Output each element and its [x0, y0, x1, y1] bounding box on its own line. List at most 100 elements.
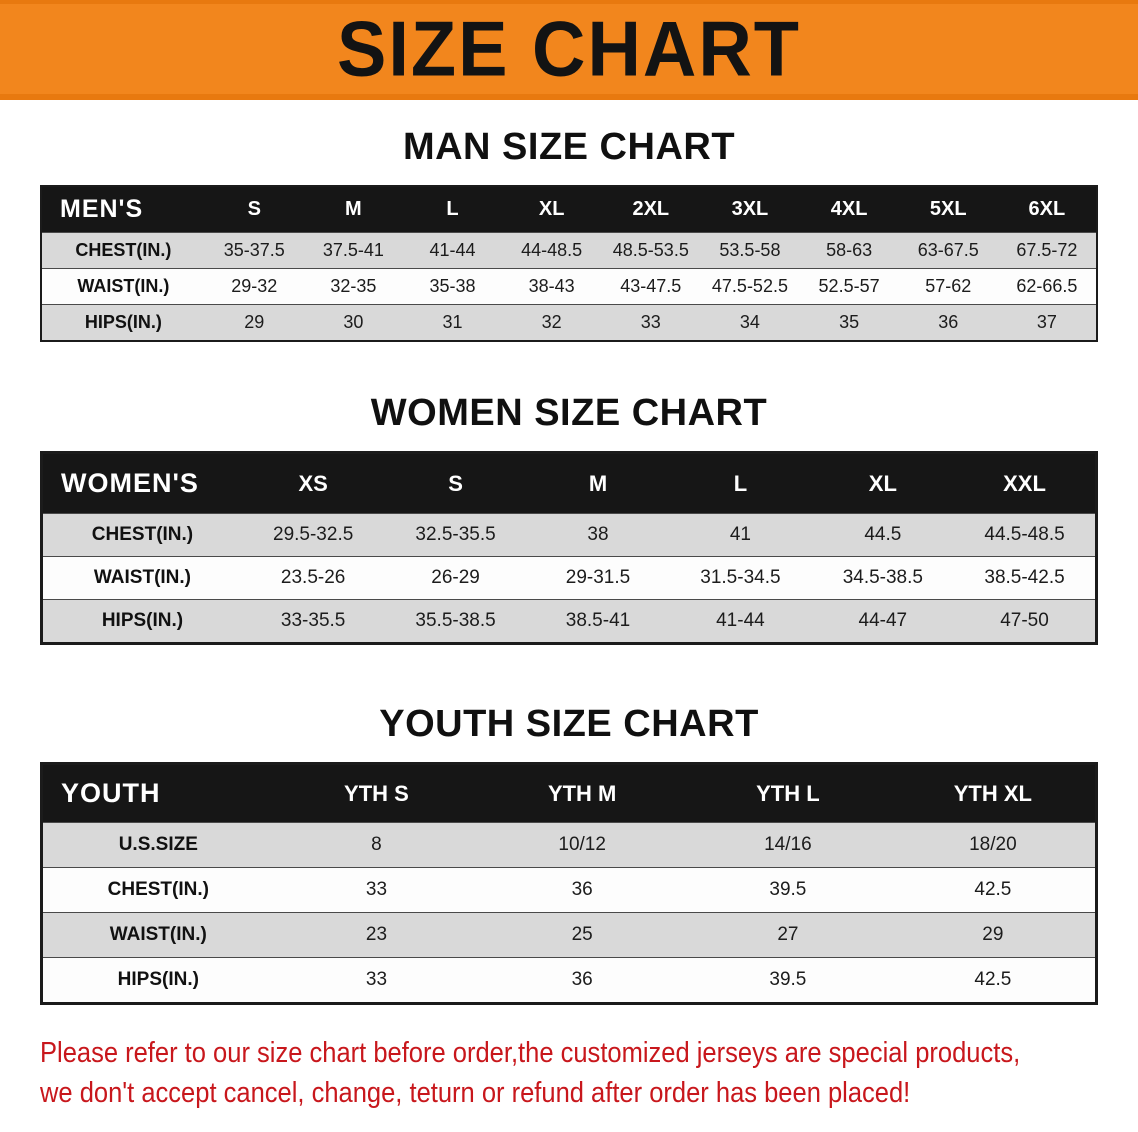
size-value-cell: 53.5-58 — [719, 240, 781, 260]
size-value-cell: 36 — [938, 312, 959, 332]
disclaimer-line-1: Please refer to our size chart before or… — [40, 1037, 1021, 1069]
size-value-cell: 39.5 — [769, 969, 807, 990]
size-value-cell: 67.5-72 — [1016, 240, 1078, 260]
size-value-cell: 30 — [343, 312, 364, 332]
mens-size-table: MEN'S S M L XL 2XL 3XL 4XL 5XL 6XL CHEST(IN.) 35-37… — [40, 185, 1098, 342]
table-row: WAIST(IN.) 23 25 27 29 — [41, 912, 1097, 958]
man-size-chart-section: MAN SIZE CHART MEN'S S M L XL 2XL 3XL 4XL 5XL 6XL… — [0, 126, 1138, 342]
size-column-header: XS — [241, 452, 385, 514]
size-value-cell: 31.5-34.5 — [700, 567, 781, 588]
size-column-header: L — [402, 186, 503, 233]
size-value-cell: 25 — [571, 924, 593, 945]
size-value-cell: 35-38 — [429, 276, 476, 296]
size-column-header: M — [303, 186, 403, 233]
table-row: WAIST(IN.) 23.5-26 26-29 29-31.5 31.5-34.5 34… — [41, 556, 1097, 600]
row-label-cell: WAIST(IN.) — [109, 924, 207, 945]
size-value-cell: 29-32 — [231, 276, 278, 296]
size-value-cell: 35.5-38.5 — [415, 610, 496, 631]
size-column-header: XL — [502, 186, 602, 233]
table-row: HIPS(IN.) 33 36 39.5 42.5 — [41, 957, 1097, 1004]
size-value-cell: 32.5-35.5 — [415, 524, 496, 545]
size-value-cell: 35-37.5 — [223, 240, 285, 260]
size-column-header: L — [669, 452, 812, 514]
size-value-cell: 23.5-26 — [280, 567, 346, 588]
row-label-cell: HIPS(IN.) — [101, 610, 184, 631]
table-row: HIPS(IN.) 33-35.5 35.5-38.5 38.5-41 41-44 44-… — [41, 599, 1097, 644]
size-value-cell: 10/12 — [558, 834, 606, 855]
banner: SIZE CHART — [0, 0, 1138, 100]
size-value-cell: 44.5-48.5 — [984, 524, 1065, 545]
size-value-cell: 63-67.5 — [917, 240, 979, 260]
size-value-cell: 29 — [244, 312, 265, 332]
man-size-chart-heading: MAN SIZE CHART — [402, 126, 736, 168]
youth-size-chart-section: YOUTH SIZE CHART YOUTH YTH S YTH M YTH L YTH… — [0, 703, 1138, 1005]
size-table: YOUTH YTH S YTH M YTH L YTH XL U.S.SIZE 8 10/12… — [40, 762, 1098, 1005]
table-row: U.S.SIZE 8 10/12 14/16 18/20 — [41, 822, 1097, 868]
size-value-cell: 34 — [739, 312, 760, 332]
row-label-cell: WAIST(IN.) — [77, 276, 170, 296]
size-table: WOMEN'S XS S M L XL XXL CHEST(IN.) 29.5-32.5 32.5… — [40, 451, 1098, 645]
size-value-cell: 33 — [640, 312, 661, 332]
size-table: MEN'S S M L XL 2XL 3XL 4XL 5XL 6XL CHEST(IN.) 35-37… — [40, 185, 1098, 342]
table-title-cell: YOUTH — [41, 763, 274, 823]
women-size-chart-section: WOMEN SIZE CHART WOMEN'S XS S M L XL XXL CHEST(… — [0, 392, 1138, 645]
size-column-header: YTH XL — [890, 763, 1097, 823]
size-column-header: 6XL — [997, 186, 1097, 233]
table-row: CHEST(IN.) 33 36 39.5 42.5 — [41, 867, 1097, 913]
disclaimer-line-2: we don't accept cancel, change, teturn o… — [40, 1077, 911, 1110]
youth-size-chart-heading: YOUTH SIZE CHART — [379, 703, 759, 745]
banner-title: SIZE CHART — [337, 4, 801, 93]
size-value-cell: 41 — [729, 524, 751, 545]
size-value-cell: 38 — [587, 524, 609, 545]
size-value-cell: 47.5-52.5 — [711, 276, 788, 296]
size-value-cell: 44.5 — [864, 524, 902, 545]
table-row: CHEST(IN.) 29.5-32.5 32.5-35.5 38 41 44.5 44.5… — [41, 513, 1097, 557]
row-label-cell: CHEST(IN.) — [107, 879, 209, 900]
size-column-header: 5XL — [898, 186, 998, 233]
size-value-cell: 32 — [541, 312, 562, 332]
size-value-cell: 43-47.5 — [620, 276, 682, 296]
size-value-cell: 23 — [365, 924, 388, 945]
size-column-header: YTH S — [273, 763, 480, 823]
size-value-cell: 42.5 — [974, 969, 1012, 990]
size-value-cell: 39.5 — [769, 879, 807, 900]
size-value-cell: 41-44 — [716, 610, 765, 631]
table-row: CHEST(IN.) 35-37.5 37.5-41 41-44 44-48.5 48.5… — [41, 232, 1097, 269]
table-header-row: YOUTH YTH S YTH M YTH L YTH XL — [41, 763, 1097, 823]
womens-size-table: WOMEN'S XS S M L XL XXL CHEST(IN.) 29.5-32.5 32.5… — [40, 451, 1098, 645]
size-value-cell: 31 — [442, 312, 463, 332]
size-value-cell: 47-50 — [1000, 610, 1049, 631]
size-value-cell: 37.5-41 — [322, 240, 384, 260]
size-value-cell: 8 — [371, 834, 382, 855]
size-column-header: 3XL — [700, 186, 800, 233]
size-value-cell: 36 — [571, 879, 593, 900]
row-label-cell: HIPS(IN.) — [84, 312, 162, 332]
size-value-cell: 29 — [982, 924, 1004, 945]
size-value-cell: 57-62 — [925, 276, 972, 296]
size-value-cell: 27 — [777, 924, 799, 945]
size-column-header: M — [526, 452, 670, 514]
size-column-header: S — [384, 452, 527, 514]
size-column-header: YTH L — [685, 763, 891, 823]
row-label-cell: CHEST(IN.) — [91, 524, 194, 545]
size-value-cell: 37 — [1036, 312, 1057, 332]
size-value-cell: 38.5-41 — [565, 610, 631, 631]
size-value-cell: 18/20 — [969, 834, 1017, 855]
table-title-cell: WOMEN'S — [41, 452, 242, 514]
size-column-header: 4XL — [799, 186, 899, 233]
row-label-cell: U.S.SIZE — [118, 834, 198, 855]
size-value-cell: 34.5-38.5 — [842, 567, 923, 588]
size-column-header: S — [204, 186, 304, 233]
row-label-cell: HIPS(IN.) — [117, 969, 199, 990]
size-value-cell: 33 — [365, 969, 388, 990]
size-value-cell: 38-43 — [528, 276, 575, 296]
size-value-cell: 35 — [839, 312, 860, 332]
size-value-cell: 14/16 — [764, 834, 812, 855]
row-label-cell: CHEST(IN.) — [75, 240, 172, 260]
size-value-cell: 41-44 — [429, 240, 476, 260]
table-row: WAIST(IN.) 29-32 32-35 35-38 38-43 43-47.5 47.… — [41, 268, 1097, 305]
table-header-row: WOMEN'S XS S M L XL XXL — [41, 452, 1097, 514]
size-value-cell: 42.5 — [974, 879, 1012, 900]
table-header-row: MEN'S S M L XL 2XL 3XL 4XL 5XL 6XL — [41, 186, 1097, 233]
table-title-cell: MEN'S — [41, 186, 205, 233]
